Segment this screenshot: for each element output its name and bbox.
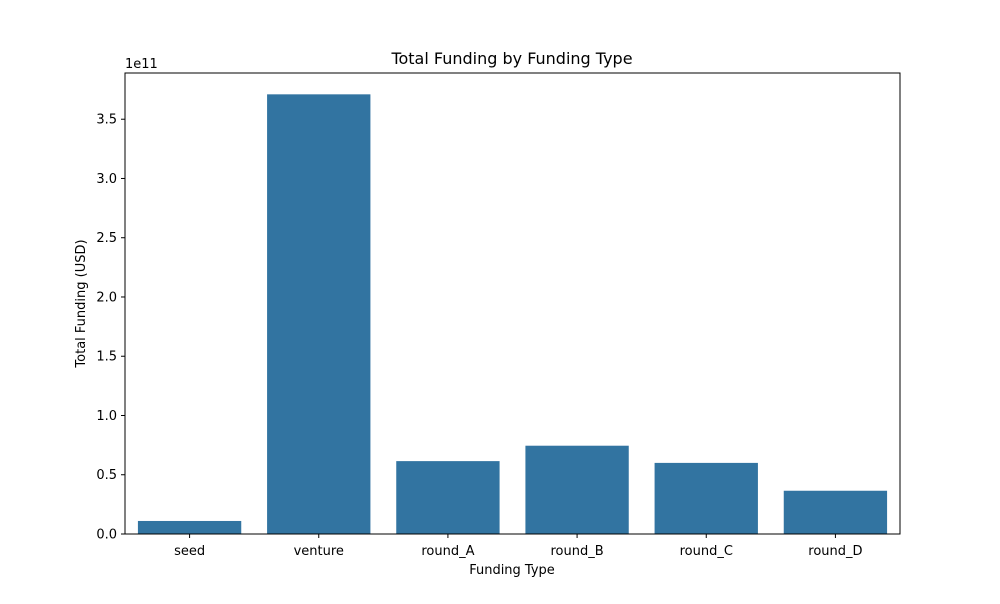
y-tick-label: 3.0 xyxy=(96,172,117,187)
y-tick-label: 2.0 xyxy=(96,290,117,305)
y-tick-label: 1.0 xyxy=(96,409,117,424)
x-axis-label: Funding Type xyxy=(469,563,555,578)
x-tick-label: seed xyxy=(174,544,205,559)
plot-frame xyxy=(124,72,901,535)
bar-round-a xyxy=(396,461,500,534)
y-tick-label: 1.5 xyxy=(96,350,117,365)
bar-round-b xyxy=(525,445,629,534)
y-tick-label: 3.5 xyxy=(96,113,117,128)
bar-venture xyxy=(267,94,371,535)
x-tick-label: round_D xyxy=(808,544,862,559)
bar-round-c xyxy=(654,462,758,534)
y-tick-label: 0.0 xyxy=(96,528,117,543)
y-axis-multiplier: 1e11 xyxy=(125,57,158,72)
y-tick-label: 2.5 xyxy=(96,231,117,246)
bars-group xyxy=(137,94,888,535)
x-axis-ticks: seed venture round_A round_B round_C round_D xyxy=(174,534,863,559)
x-tick-label: round_A xyxy=(421,544,474,559)
bar-round-d xyxy=(783,490,888,534)
y-tick-label: 0.5 xyxy=(96,468,117,483)
x-tick-label: venture xyxy=(294,544,344,559)
x-tick-label: round_C xyxy=(680,544,733,559)
y-axis-label: Total Funding (USD) xyxy=(74,239,89,368)
x-tick-label: round_B xyxy=(550,544,603,559)
y-axis-ticks: 0.0 0.5 1.0 1.5 2.0 2.5 3.0 3.5 xyxy=(96,113,125,543)
bar-seed xyxy=(137,520,242,534)
chart-title: Total Funding by Funding Type xyxy=(390,49,632,68)
